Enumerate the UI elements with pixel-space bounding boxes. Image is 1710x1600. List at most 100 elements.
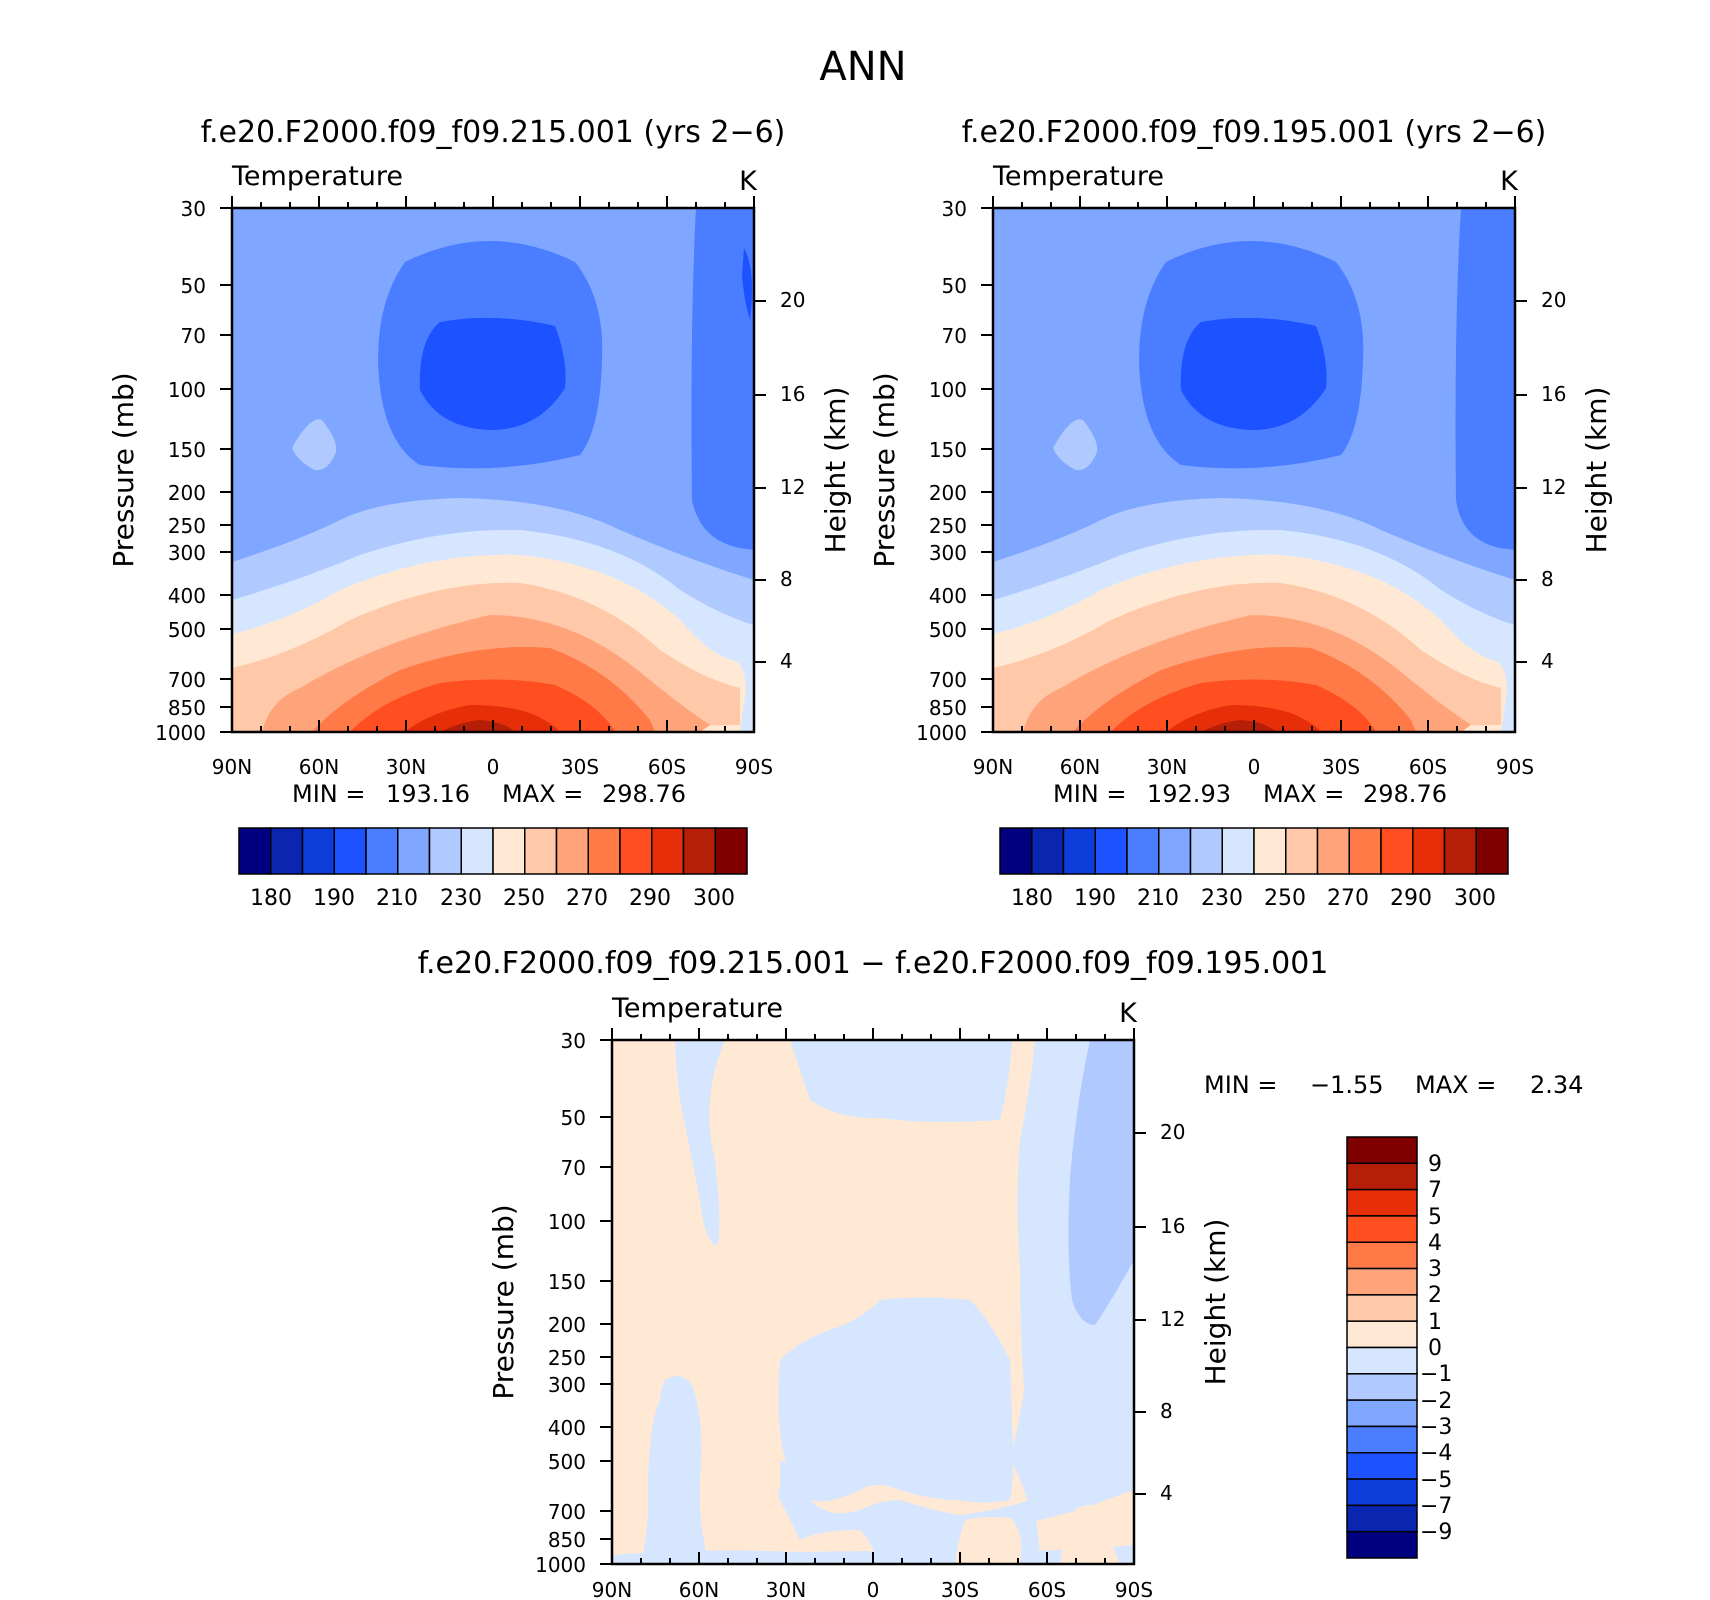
- y-tick-label: 700: [168, 668, 206, 692]
- contour-neg1-center: [778, 1297, 1014, 1503]
- colorbar-label: 290: [1390, 886, 1432, 911]
- colorbar-label: −9: [1420, 1520, 1452, 1545]
- y-tick-label: 300: [929, 541, 967, 565]
- colorbar-label: 230: [440, 886, 482, 911]
- colorbar-label: 7: [1428, 1178, 1442, 1203]
- y2-tick-label: 12: [1160, 1307, 1185, 1331]
- colorbar-label: 180: [250, 886, 292, 911]
- y-tick-label: 200: [168, 481, 206, 505]
- panel-3: f.e20.F2000.f09_f09.215.001 − f.e20.F200…: [418, 946, 1584, 1600]
- colorbar-label: 1: [1428, 1310, 1442, 1335]
- colorbar-label: 9: [1428, 1152, 1442, 1177]
- contour-295: [1166, 705, 1321, 732]
- colorbar-swatch: [1031, 827, 1065, 875]
- y-tick-label: 50: [181, 274, 206, 298]
- panel-1-y2label: Height (km): [819, 387, 852, 554]
- colorbar-swatch: [460, 827, 494, 875]
- min-value: 193.16: [386, 780, 470, 808]
- y-tick-label: 100: [548, 1210, 586, 1234]
- y2-tick-label: 20: [780, 288, 805, 312]
- panel-1-units: K: [739, 166, 758, 197]
- y-tick-label: 30: [561, 1029, 586, 1053]
- panel-1-colorbar: [238, 827, 748, 875]
- colorbar-label: 190: [1074, 886, 1116, 911]
- panel-3-contours: [612, 1040, 1134, 1564]
- colorbar-swatch: [1126, 827, 1160, 875]
- colorbar-swatch: [1094, 827, 1128, 875]
- y-tick-label: 50: [561, 1106, 586, 1130]
- colorbar-label: −5: [1420, 1468, 1452, 1493]
- colorbar-label: 270: [566, 886, 608, 911]
- x-tick-label: 60N: [679, 1578, 719, 1600]
- colorbar-label: −7: [1420, 1494, 1452, 1519]
- y-tick-label: 500: [168, 618, 206, 642]
- colorbar-swatch: [1346, 1294, 1418, 1322]
- y-tick-label: 250: [929, 514, 967, 538]
- colorbar-label: −2: [1420, 1389, 1452, 1414]
- colorbar-swatch: [999, 827, 1033, 875]
- contour-295: [405, 705, 560, 732]
- colorbar-swatch: [682, 827, 716, 875]
- panel-2-y2-tick-labels: 20 16 12 8 4: [1541, 288, 1566, 673]
- panel-3-units: K: [1119, 998, 1138, 1029]
- x-tick-label: 60S: [648, 755, 686, 779]
- colorbar-swatch: [587, 827, 621, 875]
- x-tick-label: 0: [1248, 755, 1261, 779]
- panel-2-contours: [993, 208, 1515, 732]
- panel-2-y-tick-labels: 30 50 70 100 150 200 250 300 400 500 700…: [916, 197, 967, 745]
- x-tick-label: 90S: [735, 755, 773, 779]
- panel-3-variable: Temperature: [611, 993, 783, 1024]
- panel-2-colorbar: [999, 827, 1509, 875]
- x-tick-label: 90N: [592, 1578, 632, 1600]
- x-tick-label: 90N: [212, 755, 252, 779]
- colorbar-swatch: [1380, 827, 1414, 875]
- contour-neg1-upper-left: [675, 1040, 725, 1245]
- colorbar-swatch: [1158, 827, 1192, 875]
- max-label: MAX =: [1263, 780, 1344, 808]
- y-tick-label: 250: [168, 514, 206, 538]
- y-tick-label: 1000: [535, 1553, 586, 1577]
- panel-1-contours: [232, 208, 754, 732]
- x-tick-label: 60N: [1060, 755, 1100, 779]
- colorbar-swatch: [555, 827, 589, 875]
- y-tick-label: 1000: [155, 721, 206, 745]
- panel-2-title: f.e20.F2000.f09_f09.195.001 (yrs 2−6): [962, 115, 1547, 150]
- contour-200-right: [691, 208, 754, 550]
- x-tick-label: 90N: [973, 755, 1013, 779]
- y-tick-label: 850: [168, 696, 206, 720]
- figure-title: ANN: [819, 44, 906, 90]
- y2-tick-label: 16: [1541, 382, 1566, 406]
- max-value: 298.76: [602, 780, 686, 808]
- min-value: 192.93: [1147, 780, 1231, 808]
- y-tick-label: 500: [548, 1450, 586, 1474]
- colorbar-swatch: [238, 827, 272, 875]
- y2-tick-label: 8: [780, 567, 793, 591]
- y-tick-label: 400: [929, 584, 967, 608]
- panel-1-x-ticks: [231, 196, 755, 732]
- y-tick-label: 70: [561, 1156, 586, 1180]
- colorbar-label: 270: [1327, 886, 1369, 911]
- panel-3-y-tick-labels: 30 50 70 100 150 200 250 300 400 500 700…: [535, 1029, 586, 1577]
- panel-3-x-ticks: [611, 1028, 1135, 1564]
- colorbar-label: 250: [1264, 886, 1306, 911]
- colorbar-swatch: [1221, 827, 1255, 875]
- y-tick-label: 400: [168, 584, 206, 608]
- panel-1-minmax: MIN = 193.16 MAX = 298.76: [292, 780, 686, 808]
- colorbar-swatch: [1346, 1373, 1418, 1401]
- min-label: MIN =: [1053, 780, 1126, 808]
- colorbar-swatch: [1443, 827, 1477, 875]
- y-tick-label: 150: [168, 438, 206, 462]
- colorbar-swatch: [1346, 1215, 1418, 1243]
- y-tick-label: 150: [929, 438, 967, 462]
- panel-1: f.e20.F2000.f09_f09.215.001 (yrs 2−6) Te…: [107, 115, 852, 911]
- y-tick-label: 70: [181, 324, 206, 348]
- y-tick-label: 700: [548, 1500, 586, 1524]
- panel-1-plot-frame: [220, 196, 766, 734]
- x-tick-label: 60S: [1028, 1578, 1066, 1600]
- panel-3-y-ticks: [600, 1039, 1146, 1565]
- y2-tick-label: 20: [1160, 1120, 1185, 1144]
- colorbar-swatch: [1285, 827, 1319, 875]
- colorbar-swatch: [301, 827, 335, 875]
- y-tick-label: 850: [548, 1528, 586, 1552]
- colorbar-swatch: [1346, 1504, 1418, 1533]
